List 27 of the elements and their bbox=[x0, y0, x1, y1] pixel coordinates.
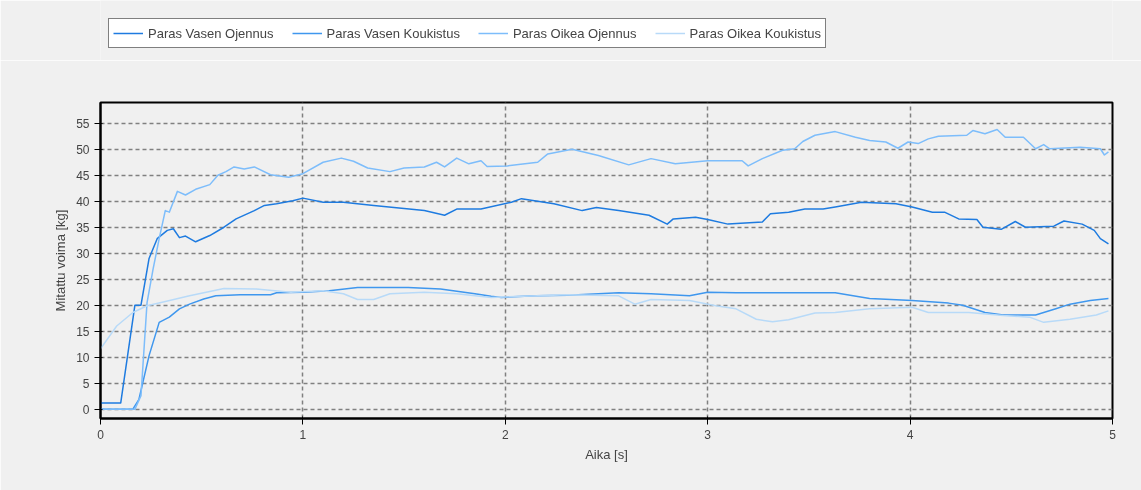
line-series bbox=[100, 287, 1110, 350]
x-tick-label: 5 bbox=[1109, 427, 1117, 442]
y-axis-title: Mitattu voima [kg] bbox=[53, 209, 69, 312]
legend-label: Paras Oikea Koukistus bbox=[689, 25, 822, 41]
legend-label: Paras Vasen Ojennus bbox=[148, 25, 274, 41]
y-tick-label: 25 bbox=[76, 272, 90, 287]
line-series bbox=[100, 197, 1110, 404]
x-tick-label: 4 bbox=[906, 427, 914, 442]
line-series bbox=[100, 128, 1110, 410]
legend-label: Paras Vasen Koukistus bbox=[326, 25, 460, 41]
y-tick-label: 20 bbox=[76, 298, 90, 313]
y-tick-label: 35 bbox=[76, 220, 90, 235]
y-tick-label: 10 bbox=[76, 350, 90, 365]
legend-label: Paras Oikea Ojennus bbox=[512, 25, 637, 41]
y-tick-label: 55 bbox=[76, 116, 90, 131]
y-tick-label: 5 bbox=[82, 376, 90, 391]
y-tick-label: 0 bbox=[82, 402, 90, 417]
x-axis-title: Aika [s] bbox=[585, 446, 628, 462]
x-tick-label: 0 bbox=[97, 427, 105, 442]
y-tick-label: 30 bbox=[76, 246, 90, 261]
x-tick-label: 1 bbox=[299, 427, 307, 442]
y-tick-label: 45 bbox=[76, 168, 90, 183]
x-tick-label: 3 bbox=[704, 427, 712, 442]
y-tick-label: 50 bbox=[76, 142, 90, 157]
y-tick-label: 15 bbox=[76, 324, 90, 339]
x-tick-label: 2 bbox=[501, 427, 509, 442]
y-tick-label: 40 bbox=[76, 194, 90, 209]
